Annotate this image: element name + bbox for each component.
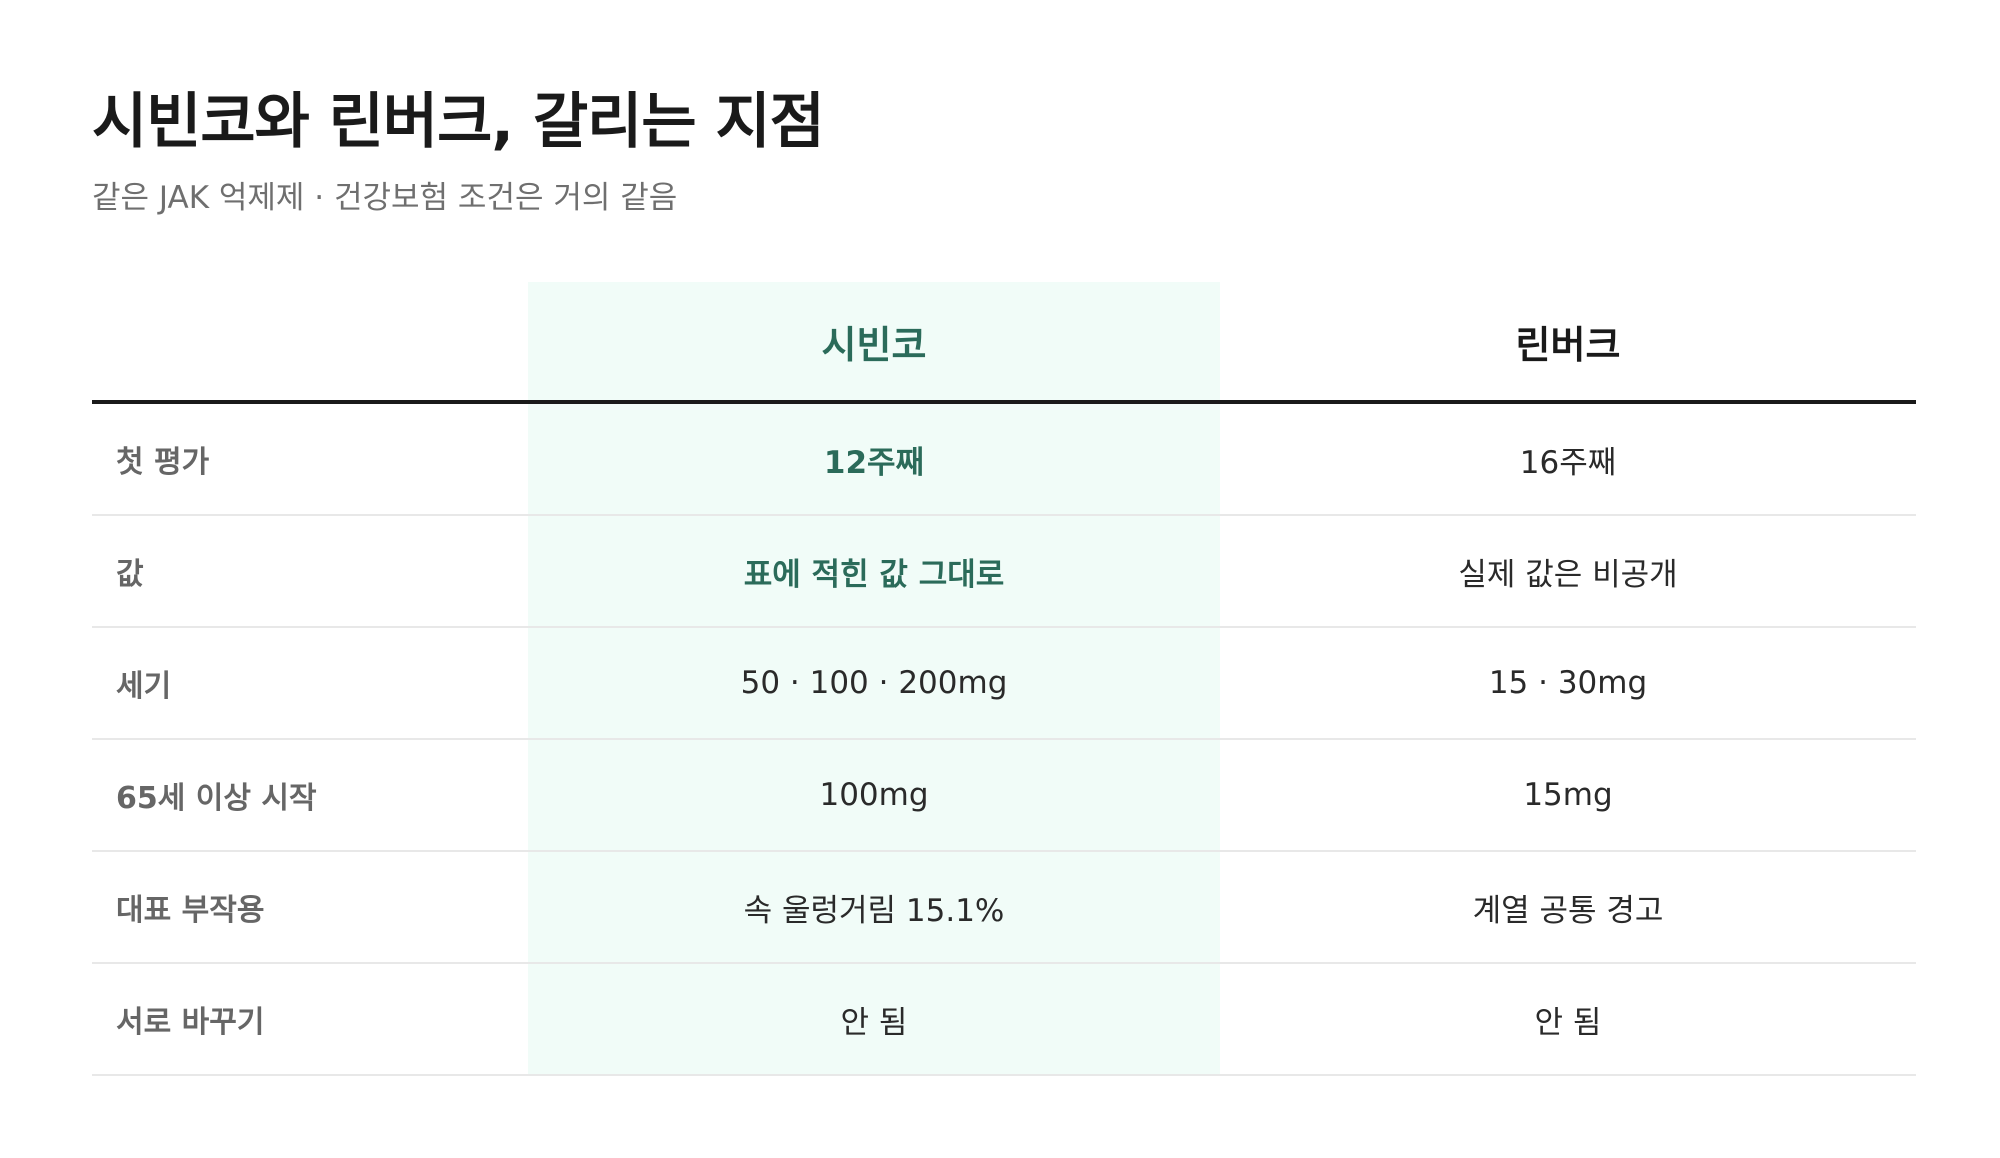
- cell-cibinqo: 속 울렁거림 15.1%: [528, 851, 1220, 964]
- row-label: 대표 부작용: [92, 851, 528, 964]
- cell-rinvoq: 계열 공통 경고: [1220, 851, 1916, 964]
- table-row: 65세 이상 시작 100mg 15mg: [92, 739, 1916, 852]
- cell-rinvoq: 안 됨: [1220, 963, 1916, 1076]
- cell-rinvoq: 실제 값은 비공개: [1220, 515, 1916, 628]
- row-label: 첫 평가: [92, 402, 528, 516]
- table-row: 세기 50 · 100 · 200mg 15 · 30mg: [92, 627, 1916, 740]
- cell-rinvoq: 16주째: [1220, 402, 1916, 516]
- cell-rinvoq: 15 · 30mg: [1220, 627, 1916, 740]
- cell-cibinqo: 12주째: [528, 402, 1220, 516]
- cell-cibinqo: 표에 적힌 값 그대로: [528, 515, 1220, 628]
- table-header-row: 시빈코 린버크: [92, 282, 1916, 404]
- table-row: 값 표에 적힌 값 그대로 실제 값은 비공개: [92, 515, 1916, 628]
- table-row: 서로 바꾸기 안 됨 안 됨: [92, 963, 1916, 1076]
- comparison-page: 시빈코와 린버크, 갈리는 지점 같은 JAK 억제제 · 건강보험 조건은 거…: [92, 0, 1916, 1158]
- table-row: 대표 부작용 속 울렁거림 15.1% 계열 공통 경고: [92, 851, 1916, 964]
- comparison-table: 시빈코 린버크 첫 평가 12주째 16주째 값 표에 적힌 값 그대로 실제 …: [92, 282, 1916, 1076]
- cell-cibinqo: 안 됨: [528, 963, 1220, 1076]
- table-row: 첫 평가 12주째 16주째: [92, 402, 1916, 516]
- column-header-cibinqo: 시빈코: [528, 282, 1220, 404]
- cell-cibinqo: 100mg: [528, 739, 1220, 852]
- page-title: 시빈코와 린버크, 갈리는 지점: [92, 87, 825, 157]
- row-label: 값: [92, 515, 528, 628]
- comparison-table-wrap: 시빈코 린버크 첫 평가 12주째 16주째 값 표에 적힌 값 그대로 실제 …: [92, 282, 1916, 1076]
- page-subtitle: 같은 JAK 억제제 · 건강보험 조건은 거의 같음: [92, 180, 678, 216]
- row-label: 서로 바꾸기: [92, 963, 528, 1076]
- header-empty-cell: [92, 282, 528, 404]
- row-label: 세기: [92, 627, 528, 740]
- row-label: 65세 이상 시작: [92, 739, 528, 852]
- cell-cibinqo: 50 · 100 · 200mg: [528, 627, 1220, 740]
- column-header-rinvoq: 린버크: [1220, 282, 1916, 404]
- cell-rinvoq: 15mg: [1220, 739, 1916, 852]
